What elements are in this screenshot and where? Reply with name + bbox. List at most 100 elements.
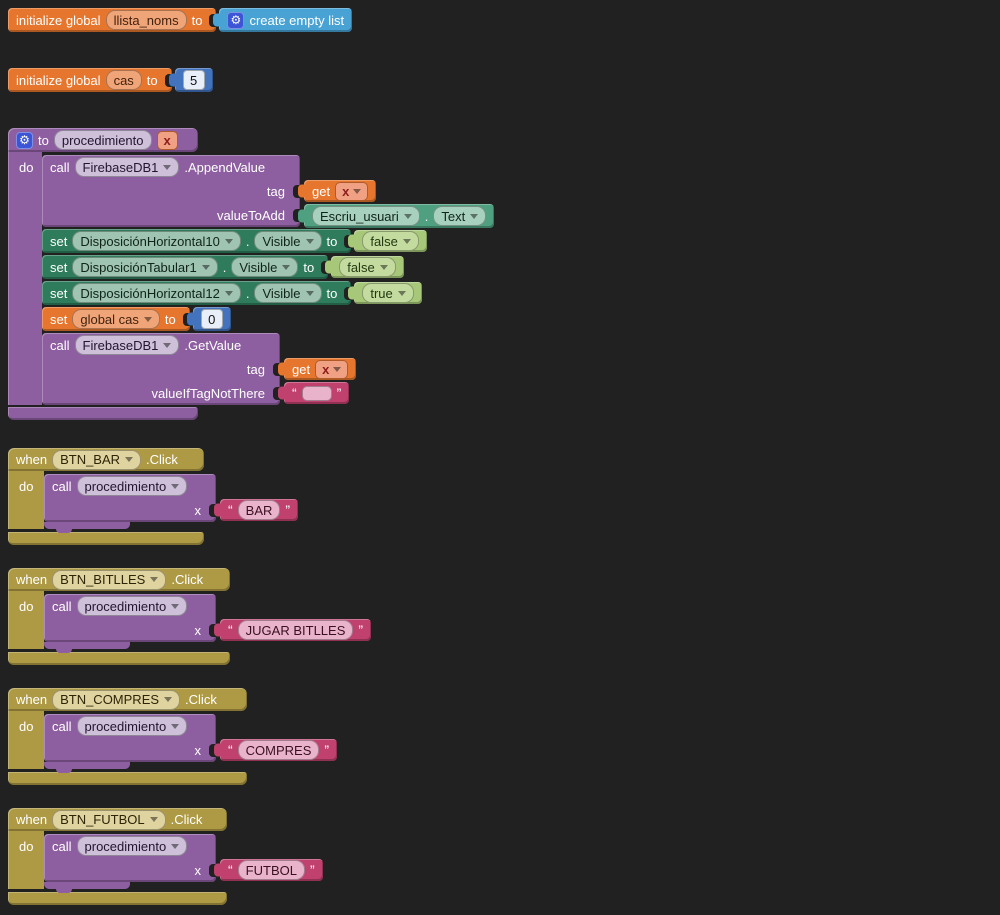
event-header[interactable]: when BTN_FUTBOL .Click <box>8 808 227 831</box>
get-variable-block[interactable]: get x <box>304 180 377 202</box>
event-bottom <box>8 892 227 905</box>
get-label: get <box>292 361 311 377</box>
when-btn-bitlles-click-block[interactable]: when BTN_BITLLES .Click do call procedim… <box>8 568 372 665</box>
logic-false-block[interactable]: false <box>354 230 427 252</box>
text-string-block[interactable]: “ BAR ” <box>220 499 299 521</box>
event-header[interactable]: when BTN_BITLLES .Click <box>8 568 230 591</box>
dropdown-arrow-icon <box>171 483 180 489</box>
property-dropdown[interactable]: Visible <box>254 231 322 251</box>
logic-true-block[interactable]: true <box>354 282 422 304</box>
when-label: when <box>16 452 48 467</box>
component-dropdown[interactable]: FirebaseDB1 <box>74 157 180 177</box>
create-empty-list-block[interactable]: ⚙ create empty list <box>219 8 353 32</box>
logic-false-block[interactable]: false <box>331 256 404 278</box>
global-variable-dropdown[interactable]: global cas <box>72 309 160 329</box>
mutator-gear-icon[interactable]: ⚙ <box>16 131 33 149</box>
procedure-body: do call FirebaseDB1 .AppendValue tag val… <box>8 152 495 405</box>
tag-label: tag <box>266 183 285 199</box>
number-block[interactable]: 0 <box>192 307 231 331</box>
component-dropdown[interactable]: BTN_BAR <box>52 449 142 470</box>
procedure-name-field[interactable]: procedimiento <box>53 130 152 150</box>
dropdown-arrow-icon <box>163 164 172 170</box>
get-variable-block[interactable]: get x <box>284 358 357 380</box>
when-btn-bar-click-block[interactable]: when BTN_BAR .Click do call procedimient… <box>8 448 299 545</box>
event-body: do call procedimiento x “ JUGAR BITLLES … <box>8 591 372 653</box>
initialize-global-label: initialize global <box>16 12 101 28</box>
event-body: do call procedimiento x “ BAR ” <box>8 471 299 533</box>
when-btn-futbol-click-block[interactable]: when BTN_FUTBOL .Click do call procedimi… <box>8 808 323 905</box>
variable-dropdown[interactable]: x <box>315 359 349 379</box>
component-dropdown[interactable]: Escriu_usuari <box>312 206 420 226</box>
variable-dropdown[interactable]: x <box>335 181 369 201</box>
component-dropdown[interactable]: DisposiciónHorizontal12 <box>72 283 241 303</box>
string-field[interactable]: COMPRES <box>237 740 320 760</box>
create-empty-list-label: create empty list <box>249 12 345 28</box>
procedure-dropdown[interactable]: procedimiento <box>76 716 188 736</box>
event-header[interactable]: when BTN_BAR .Click <box>8 448 204 471</box>
to-label: to <box>326 233 338 249</box>
logic-dropdown[interactable]: false <box>362 231 419 251</box>
when-btn-compres-click-block[interactable]: when BTN_COMPRES .Click do call procedim… <box>8 688 338 785</box>
do-column: do <box>8 831 44 889</box>
mutator-gear-icon[interactable]: ⚙ <box>227 11 245 29</box>
string-field[interactable] <box>301 385 332 401</box>
component-dropdown[interactable]: DisposiciónTabular1 <box>72 257 218 277</box>
method-label: .AppendValue <box>184 159 266 175</box>
call-getvalue-block[interactable]: call FirebaseDB1 .GetValue tag valueIfTa… <box>42 333 357 405</box>
string-field[interactable]: BAR <box>237 500 281 520</box>
property-dropdown[interactable]: Visible <box>254 283 322 303</box>
set-visible-block[interactable]: set DisposiciónHorizontal10 . Visible to <box>42 229 352 253</box>
initialize-global-cas-block[interactable]: initialize global cas to <box>8 68 172 92</box>
to-label: to <box>326 285 338 301</box>
to-label: to <box>191 12 203 28</box>
call-procedure-header: call procedimiento <box>44 714 216 738</box>
dropdown-arrow-icon <box>305 290 314 296</box>
procedure-dropdown[interactable]: procedimiento <box>76 476 188 496</box>
logic-dropdown[interactable]: false <box>339 257 396 277</box>
set-visible-block[interactable]: set DisposiciónTabular1 . Visible to <box>42 255 329 279</box>
component-dropdown[interactable]: BTN_BITLLES <box>52 569 167 590</box>
number-field[interactable]: 0 <box>200 309 223 329</box>
property-dropdown[interactable]: Visible <box>231 257 299 277</box>
initialize-global-list-block[interactable]: initialize global llista_noms to <box>8 8 217 32</box>
text-string-block[interactable]: “ FUTBOL ” <box>220 859 323 881</box>
text-string-block[interactable]: “ JUGAR BITLLES ” <box>220 619 372 641</box>
set-global-cas-block[interactable]: set global cas to <box>42 307 190 331</box>
component-dropdown[interactable]: BTN_FUTBOL <box>52 809 166 830</box>
procedure-header[interactable]: ⚙ to procedimiento x <box>8 128 198 152</box>
set-visible-block[interactable]: set DisposiciónHorizontal12 . Visible to <box>42 281 352 305</box>
property-dropdown[interactable]: Text <box>433 206 487 226</box>
call-procedure-block[interactable]: call procedimiento x “ BAR ” <box>44 474 299 522</box>
dropdown-arrow-icon <box>305 238 314 244</box>
string-field[interactable]: FUTBOL <box>237 860 305 880</box>
call-procedure-block[interactable]: call procedimiento x “ JUGAR BITLLES ” <box>44 594 372 642</box>
text-string-block[interactable]: “ COMPRES ” <box>220 739 338 761</box>
setter-row: set DisposiciónHorizontal12 . Visible to… <box>42 281 427 305</box>
procedure-definition-block[interactable]: ⚙ to procedimiento x do call FirebaseDB1… <box>8 128 495 420</box>
logic-dropdown[interactable]: true <box>362 283 414 303</box>
parameter-chip[interactable]: x <box>156 130 178 150</box>
procedure-dropdown[interactable]: procedimiento <box>76 836 188 856</box>
event-header[interactable]: when BTN_COMPRES .Click <box>8 688 247 711</box>
procedure-dropdown[interactable]: procedimiento <box>76 596 188 616</box>
component-dropdown[interactable]: BTN_COMPRES <box>52 689 181 710</box>
call-appendvalue-header: call FirebaseDB1 .AppendValue <box>42 155 300 179</box>
component-dropdown[interactable]: DisposiciónHorizontal10 <box>72 231 241 251</box>
call-appendvalue-block[interactable]: call FirebaseDB1 .AppendValue tag valueT… <box>42 155 495 228</box>
number-field[interactable]: 5 <box>182 70 205 90</box>
close-quote: ” <box>336 385 342 401</box>
string-field[interactable]: JUGAR BITLLES <box>237 620 354 640</box>
variable-name-field[interactable]: llista_noms <box>105 10 187 30</box>
number-block[interactable]: 5 <box>174 68 213 92</box>
call-procedure-block[interactable]: call procedimiento x “ COMPRES ” <box>44 714 338 762</box>
procedure-bottom <box>8 407 198 420</box>
open-quote: “ <box>228 742 233 758</box>
call-block-bottom <box>44 522 130 533</box>
valuetoadd-arg-row: valueToAdd <box>42 203 300 227</box>
call-procedure-block[interactable]: call procedimiento x “ FUTBOL ” <box>44 834 323 882</box>
component-dropdown[interactable]: FirebaseDB1 <box>74 335 180 355</box>
variable-name-field[interactable]: cas <box>105 70 142 90</box>
empty-string-block[interactable]: “ ” <box>284 382 350 404</box>
component-getter-block[interactable]: Escriu_usuari . Text <box>304 204 495 228</box>
